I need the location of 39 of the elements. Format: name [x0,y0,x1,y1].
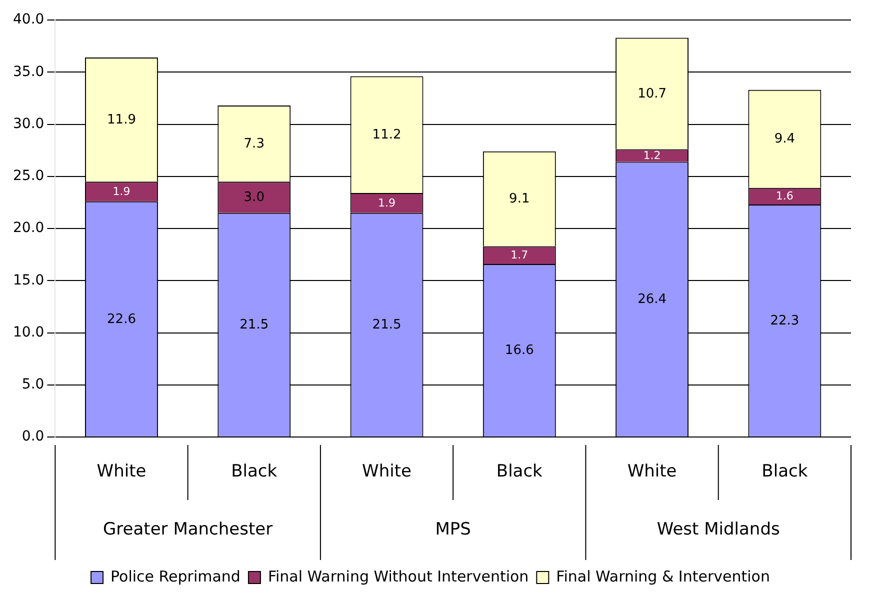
data-label: 21.5 [372,318,402,333]
data-label: 16.6 [504,343,534,358]
data-label: 3.0 [244,190,264,206]
y-tick-label: 10.0 [13,324,44,340]
text: West Midlands [656,519,780,540]
x-tick-label: Black [231,462,278,482]
legend-label: Final Warning Without Intervention [268,567,529,586]
data-label: 11.9 [107,112,136,128]
data-label: 1.9 [112,184,130,198]
data-label: 1.7 [510,248,528,262]
y-tick-label: 25.0 [13,168,44,184]
y-tick-label: 0.0 [22,428,44,445]
y-tick-label: 35.0 [13,64,44,80]
x-tick-label: Black [496,462,543,482]
data-label: 1.9 [378,196,396,210]
data-label: 9.1 [509,192,530,207]
data-label: 22.3 [770,313,800,328]
x-tick-label: White [627,462,677,482]
data-label: 11.2 [372,128,402,143]
x-tick-label: Black [762,462,808,482]
x-tick-label: White [362,462,412,482]
data-label: 9.4 [774,132,796,147]
x-tick-label: White [96,462,146,482]
text: MPS [435,519,471,540]
data-label: 1.6 [776,190,794,203]
data-label: 1.2 [643,148,661,162]
legend-label: Final Warning & Intervention [556,567,770,586]
y-tick-label: 5.0 [22,376,44,393]
text: Greater Manchester [103,519,273,540]
data-label: 21.5 [240,318,269,333]
data-label: 22.6 [107,312,136,327]
data-label: 26.4 [638,292,667,308]
y-tick-label: 30.0 [13,116,44,132]
y-tick-label: 20.0 [13,220,44,236]
y-tick-label: 40.0 [13,12,44,28]
y-tick-label: 15.0 [13,272,44,288]
data-label: 10.7 [638,86,667,102]
data-label: 7.3 [244,136,264,152]
legend-label: Police Reprimand [110,567,240,586]
